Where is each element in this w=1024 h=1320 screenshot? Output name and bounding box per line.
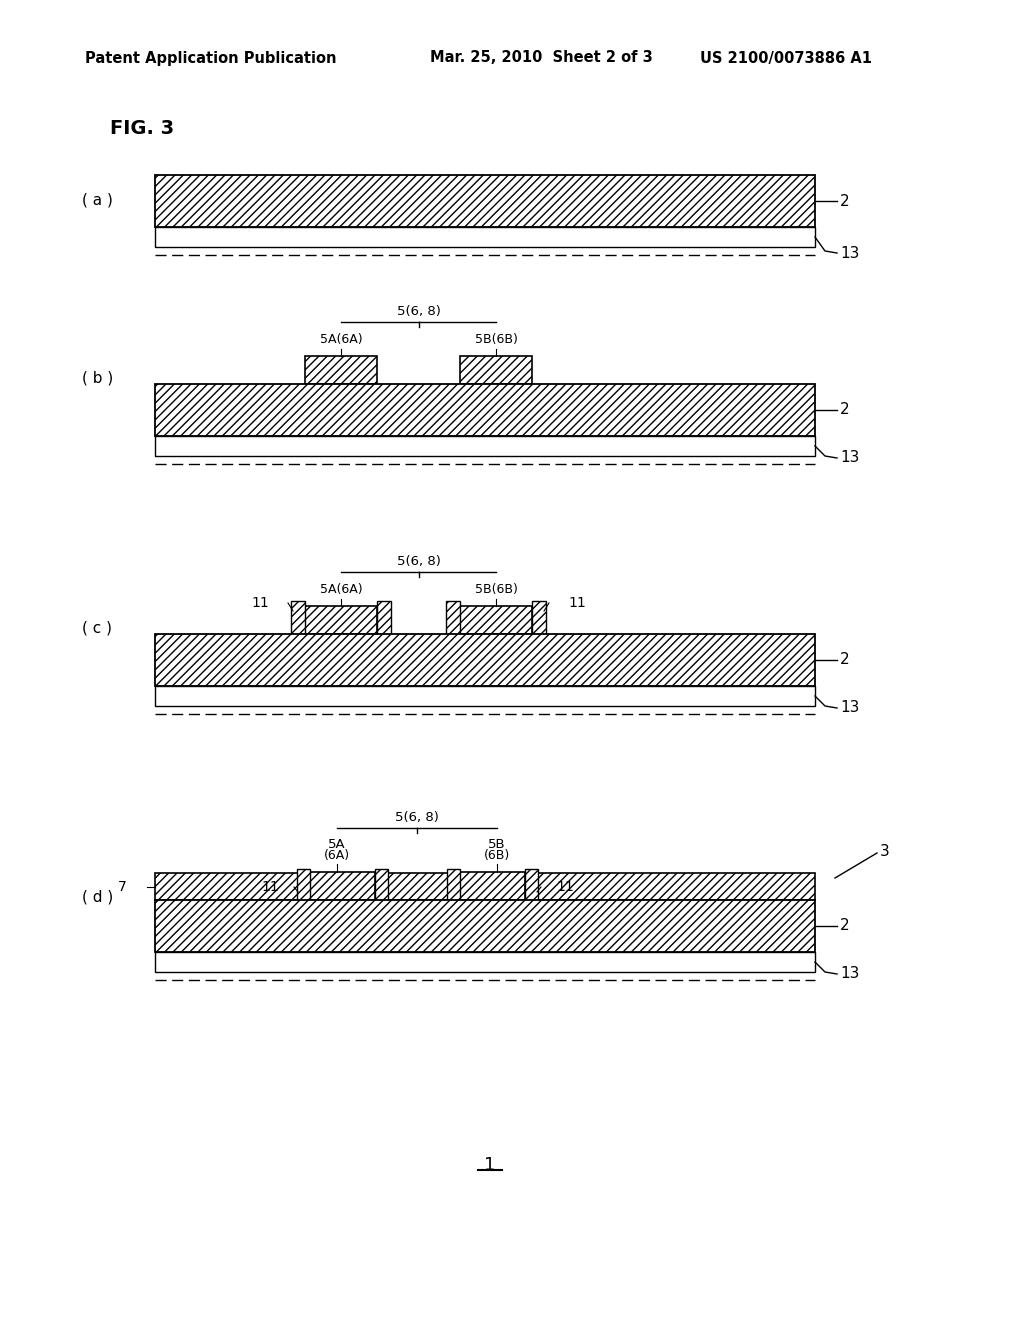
- Text: 5A: 5A: [328, 837, 346, 850]
- Bar: [375, 869, 388, 903]
- Text: Mar. 25, 2010  Sheet 2 of 3: Mar. 25, 2010 Sheet 2 of 3: [430, 50, 652, 66]
- Text: 5(6, 8): 5(6, 8): [396, 305, 440, 318]
- Text: (6A): (6A): [324, 850, 350, 862]
- Text: FIG. 3: FIG. 3: [110, 119, 174, 137]
- Text: 5A(6A): 5A(6A): [319, 334, 362, 346]
- Bar: [155, 873, 815, 900]
- Text: US 2100/0073886 A1: US 2100/0073886 A1: [700, 50, 872, 66]
- Text: 13: 13: [840, 701, 859, 715]
- Text: 13: 13: [840, 246, 859, 260]
- Text: ( c ): ( c ): [82, 620, 112, 635]
- Bar: [305, 356, 377, 384]
- Bar: [155, 384, 815, 436]
- Text: 2: 2: [840, 194, 850, 209]
- Text: 5(6, 8): 5(6, 8): [396, 556, 440, 569]
- Bar: [447, 869, 460, 903]
- Text: 11: 11: [261, 880, 279, 894]
- Bar: [460, 873, 525, 900]
- Bar: [155, 436, 815, 455]
- Text: ( a ): ( a ): [82, 193, 113, 207]
- Bar: [460, 606, 532, 634]
- Bar: [525, 869, 538, 903]
- Text: 2: 2: [840, 403, 850, 417]
- Text: 1: 1: [484, 1156, 496, 1173]
- Text: 3: 3: [880, 843, 890, 858]
- Bar: [155, 900, 815, 952]
- Text: 13: 13: [840, 966, 859, 982]
- Text: 11: 11: [251, 597, 269, 610]
- Text: (6B): (6B): [484, 850, 510, 862]
- Bar: [532, 601, 546, 639]
- Text: 5A(6A): 5A(6A): [319, 583, 362, 597]
- Text: 7: 7: [118, 880, 127, 894]
- Text: 13: 13: [840, 450, 859, 466]
- Bar: [460, 356, 532, 384]
- Bar: [155, 686, 815, 706]
- Text: ( d ): ( d ): [82, 890, 114, 904]
- Text: 5B(6B): 5B(6B): [474, 583, 517, 597]
- Text: Patent Application Publication: Patent Application Publication: [85, 50, 337, 66]
- Bar: [310, 873, 375, 900]
- Bar: [297, 869, 310, 903]
- Bar: [155, 176, 815, 227]
- Text: 5(6, 8): 5(6, 8): [395, 812, 439, 825]
- Bar: [446, 601, 460, 639]
- Bar: [305, 606, 377, 634]
- Text: 2: 2: [840, 652, 850, 668]
- Text: 5B: 5B: [488, 837, 506, 850]
- Bar: [155, 952, 815, 972]
- Bar: [155, 634, 815, 686]
- Text: 11: 11: [568, 597, 586, 610]
- Text: 11: 11: [556, 880, 573, 894]
- Bar: [377, 601, 391, 639]
- Bar: [155, 227, 815, 247]
- Text: 5B(6B): 5B(6B): [474, 334, 517, 346]
- Text: ( b ): ( b ): [82, 371, 114, 385]
- Text: 2: 2: [840, 919, 850, 933]
- Bar: [291, 601, 305, 639]
